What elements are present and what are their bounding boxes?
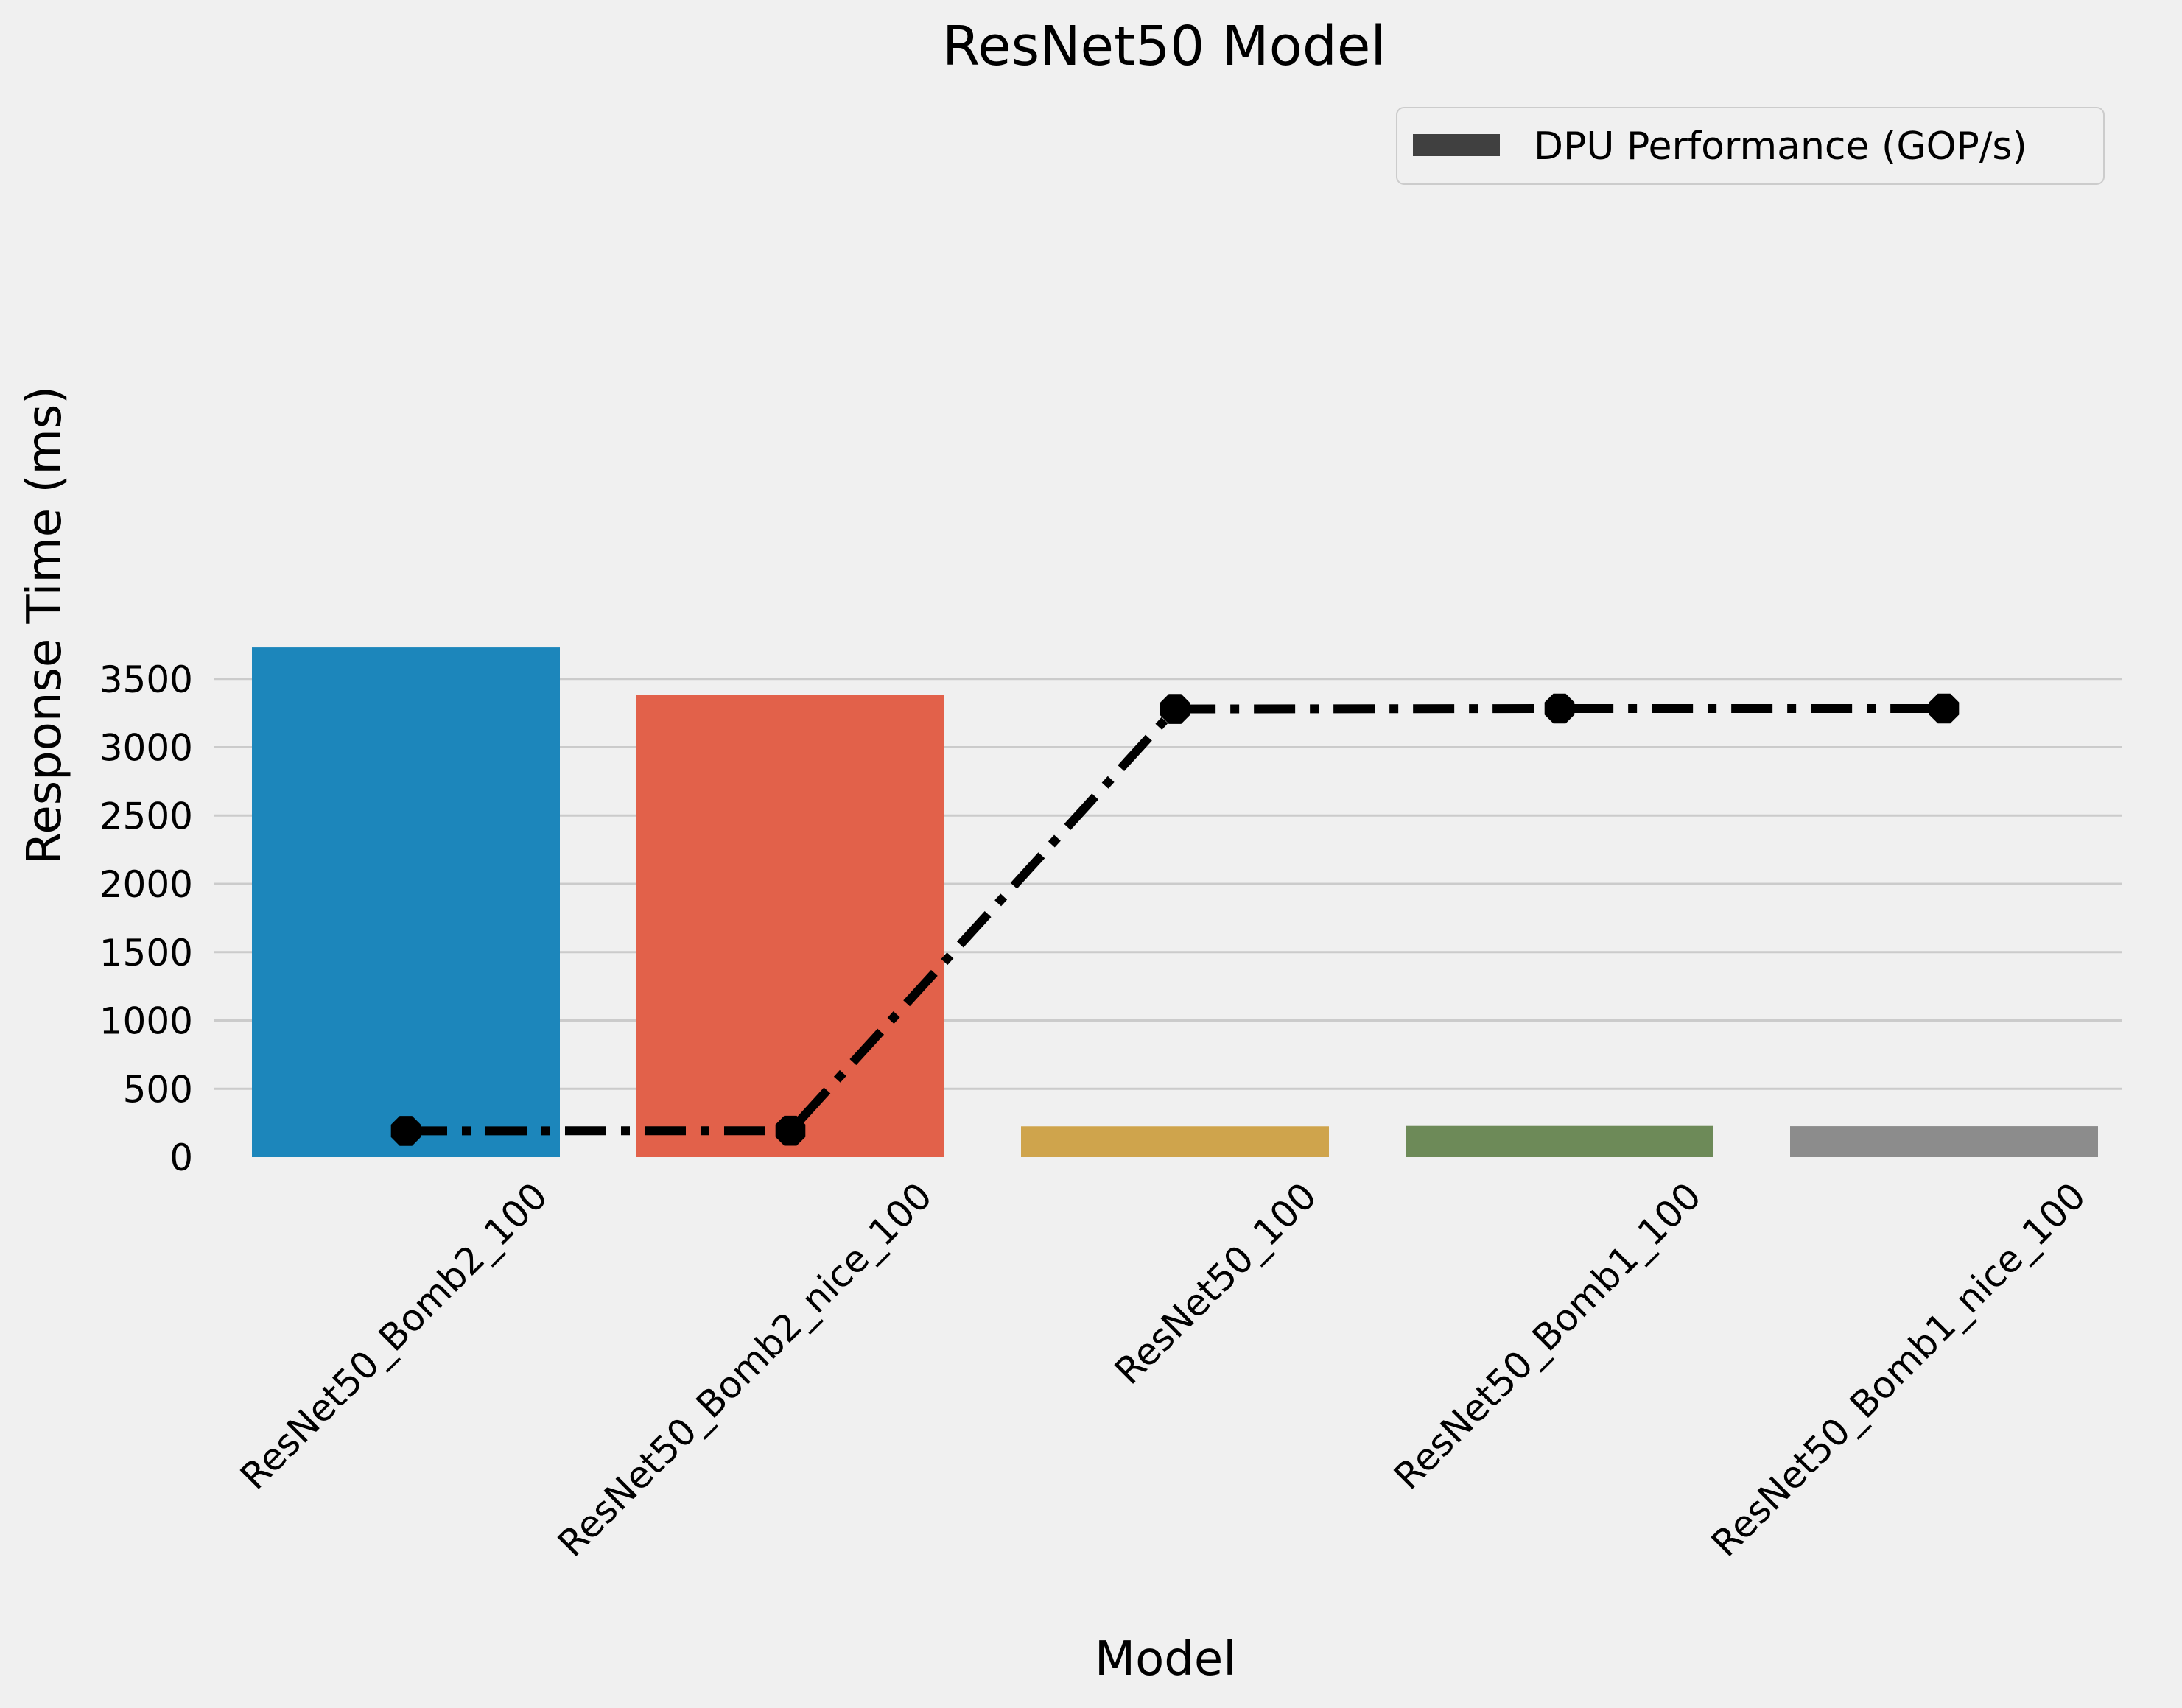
- x-axis-label: Model: [1095, 1632, 1236, 1687]
- legend-swatch: [1413, 134, 1500, 156]
- y-tick-label: 3000: [99, 727, 193, 770]
- y-tick-label: 0: [169, 1136, 193, 1179]
- y-tick-label: 1500: [99, 932, 193, 974]
- legend-box: [1396, 107, 2105, 185]
- y-axis-ticks: 0 500 1000 1500 2000 2500 3000 3500: [99, 658, 193, 1179]
- chart-title: ResNet50 Model: [942, 15, 1386, 78]
- y-tick-label: 2000: [99, 863, 193, 906]
- bar-ResNet50_Bomb2_nice_100: [636, 695, 944, 1157]
- line-marker: [1544, 693, 1575, 724]
- line-marker: [775, 1115, 806, 1146]
- line-marker: [390, 1116, 421, 1146]
- legend-label: DPU Performance (GOP/s): [1534, 124, 2027, 169]
- line-marker: [1160, 694, 1190, 724]
- y-axis-label: Response Time (ms): [18, 386, 72, 865]
- line-marker: [1929, 693, 1960, 724]
- y-tick-label: 3500: [99, 658, 193, 701]
- y-tick-label: 2500: [99, 795, 193, 837]
- bar-ResNet50_Bomb1_nice_100: [1790, 1126, 2098, 1157]
- bar-ResNet50_Bomb1_100: [1406, 1125, 1713, 1157]
- line-series: [390, 693, 1960, 1146]
- y-tick-label: 1000: [99, 1000, 193, 1043]
- bars: [252, 647, 2098, 1157]
- bar-ResNet50_100: [1021, 1126, 1329, 1157]
- legend: DPU Performance (GOP/s): [1396, 107, 2105, 185]
- y-tick-label: 500: [123, 1068, 193, 1111]
- bar-ResNet50_Bomb2_100: [252, 647, 560, 1157]
